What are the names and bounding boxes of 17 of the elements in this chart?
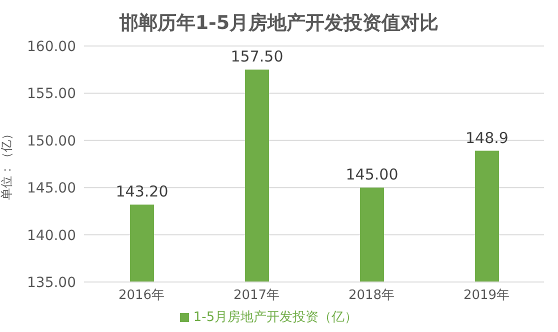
y-tick-label: 140.00 [27,228,76,244]
x-tick-label: 2018年 [348,288,395,304]
data-label: 157.50 [230,48,284,66]
data-label: 145.00 [346,166,398,184]
chart-title: 邯郸历年1-5月房地产开发投资值对比 [118,11,440,36]
data-label: 143.20 [116,182,168,201]
y-tick-label: 150.00 [27,133,76,150]
x-tick-label: 2019年 [463,288,510,304]
y-tick-label: 145.00 [27,180,76,197]
x-tick-label: 2016年 [118,288,165,304]
x-tick-label: 2017年 [233,288,280,304]
data-label: 148.9 [466,128,508,147]
y-tick-label: 135.00 [27,274,76,291]
y-tick-label: 155.00 [27,86,76,102]
legend-label: 1-5月房地产开发投资（亿） [193,310,358,325]
y-tick-label: 160.00 [27,38,76,55]
y-axis-title: 单位：（亿） [0,128,14,200]
